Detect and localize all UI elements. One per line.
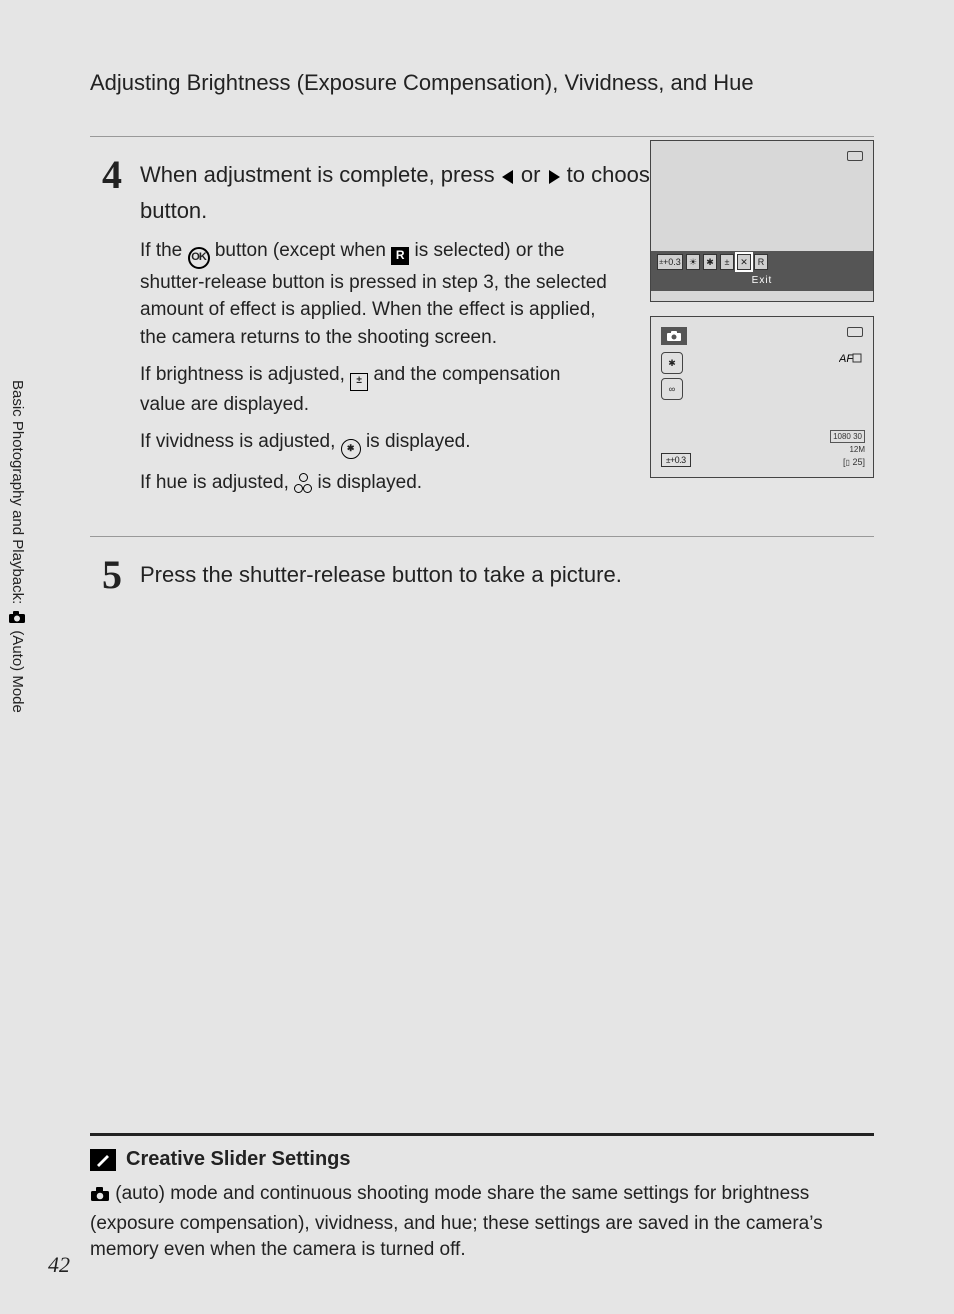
lcd2-shots-val: 25 [852,457,862,467]
lcd-screens: ±+0.3 ☀ ✱ ± ✕ R Exit ✱ ∞ AF ±+0.3 [650,140,874,492]
lcd1-exit-chip: ✕ [737,254,751,270]
lcd2-movie: 1080 30 [830,430,865,443]
p4b: is displayed. [318,472,423,493]
ok-button-icon: OK [188,247,210,269]
step-4-number: 4 [90,155,122,195]
side-before: Basic Photography and Playback: [9,380,26,604]
pencil-note-icon [90,1149,116,1171]
side-after: (Auto) Mode [9,630,26,713]
lcd2-vividness-indicator: ✱ [661,352,683,374]
step-5-heading: Press the shutter-release button to take… [140,559,874,591]
step4-h2: or [521,162,541,187]
lcd-screen-2: ✱ ∞ AF ±+0.3 1080 30 12M [▯ 25] [650,316,874,478]
auto-mode-badge [661,327,687,345]
battery-icon [847,327,863,337]
lcd2-quality: 12M [830,444,865,455]
lcd1-ev-chip: ±+0.3 [657,254,683,270]
p4a: If hue is adjusted, [140,472,289,493]
page-number: 42 [48,1252,70,1278]
lcd2-hue-indicator: ∞ [661,378,683,400]
note-body: (auto) mode and continuous shooting mode… [90,1181,874,1264]
p3b: is displayed. [366,431,471,452]
lcd2-right-info: 1080 30 12M [▯ 25] [830,430,865,469]
note-box: Creative Slider Settings (auto) mode and… [90,1133,874,1264]
lcd1-exit-label: Exit [651,273,873,291]
lcd1-vividness-chip: ✱ [703,254,717,270]
reset-r-icon: R [391,247,409,265]
lcd1-reset-chip: R [754,254,768,270]
note-title-row: Creative Slider Settings [90,1148,874,1171]
lcd1-ev: +0.3 [663,257,681,267]
step4-h3: to choose [567,162,662,187]
svg-text:AF: AF [839,353,854,365]
lcd1-brightness-chip: ☀ [686,254,700,270]
step4-h1: When adjustment is complete, press [140,162,495,187]
side-tab-text: Basic Photography and Playback: (Auto) M… [9,380,26,713]
note-body-text: (auto) mode and continuous shooting mode… [90,1183,823,1260]
lcd1-option-row: ±+0.3 ☀ ✱ ± ✕ R [651,251,873,273]
auto-camera-icon [9,610,27,624]
p2a: If brightness is adjusted, [140,364,345,385]
step4-h5: button. [140,198,207,223]
page-title: Adjusting Brightness (Exposure Compensat… [90,70,874,96]
note-divider [90,1133,874,1136]
right-triangle-icon [547,162,561,194]
step4-para1: If the OK button (except when R is selec… [140,237,610,352]
step-5: 5 Press the shutter-release button to ta… [90,555,874,601]
divider [90,136,874,137]
step4-para2: If brightness is adjusted, ± and the com… [140,361,610,418]
auto-camera-icon [90,1184,110,1211]
step-5-number: 5 [90,555,122,595]
lcd2-ev-indicator: ±+0.3 [661,453,691,467]
divider [90,536,874,537]
battery-icon [847,151,863,161]
left-triangle-icon [501,162,515,194]
note-title: Creative Slider Settings [126,1148,351,1171]
side-tab: Basic Photography and Playback: (Auto) M… [0,360,40,790]
vividness-icon: ✱ [341,439,361,459]
lcd-screen-1: ±+0.3 ☀ ✱ ± ✕ R Exit [650,140,874,302]
p1a: If the [140,240,182,261]
lcd2-ev-val: +0.3 [670,455,686,465]
lcd1-hue-chip: ± [720,254,734,270]
exposure-comp-icon: ± [350,373,368,391]
p3a: If vividness is adjusted, [140,431,335,452]
lcd2-shots: [▯ 25] [830,456,865,469]
p1b: button (except when [215,240,386,261]
step-5-body: Press the shutter-release button to take… [140,555,874,601]
page: Adjusting Brightness (Exposure Compensat… [0,0,954,1314]
step4-para4: If hue is adjusted, is displayed. [140,469,610,497]
lcd2-af-icon: AF [839,351,863,370]
lcd2-side-icons: ✱ ∞ [661,352,683,404]
hue-icon [294,473,312,493]
step4-para3: If vividness is adjusted, ✱ is displayed… [140,428,610,459]
